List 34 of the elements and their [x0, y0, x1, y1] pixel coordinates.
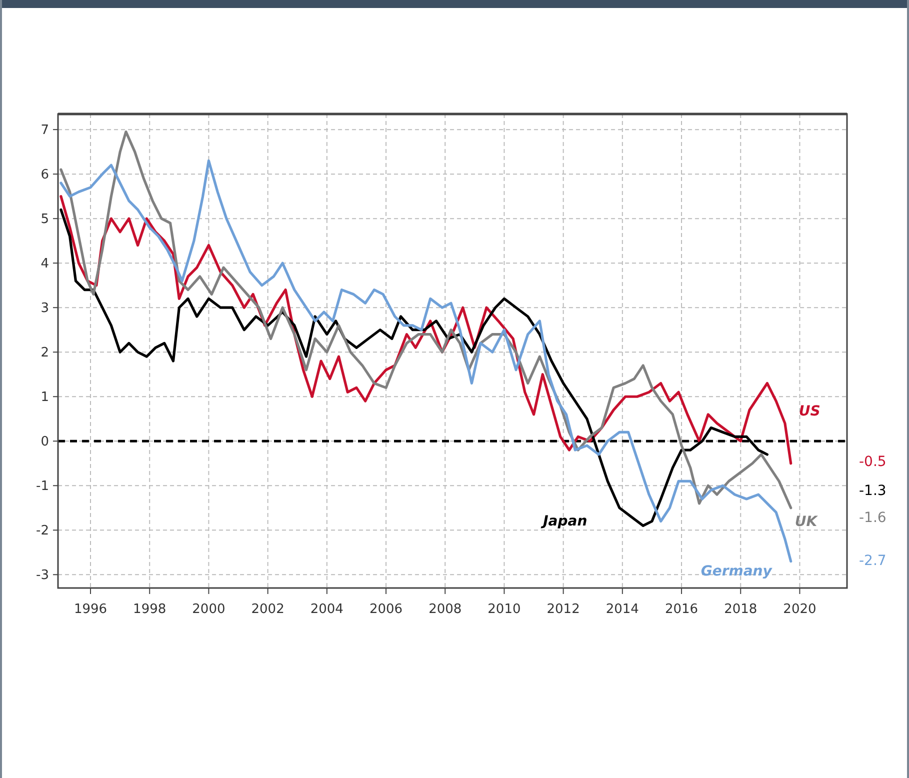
series-label: Germany [700, 563, 773, 580]
text: -2.7 [859, 552, 886, 569]
x-tick-label: 2020 [783, 602, 816, 617]
y-tick-label: 0 [40, 434, 49, 450]
x-tick-label: 2004 [310, 602, 344, 617]
x-tick-label: 2016 [664, 602, 698, 617]
x-tick-label: 2006 [369, 602, 403, 617]
x-tick-label: 1998 [133, 602, 166, 617]
x-tick-label: 1996 [74, 602, 108, 617]
y-tick-label: 1 [40, 390, 49, 406]
x-tick-label: 2010 [488, 602, 521, 617]
y-tick-label: 4 [40, 256, 49, 272]
x-tick-label: 2012 [546, 602, 580, 617]
x-tick-label: 2014 [606, 602, 639, 617]
x-tick-label: 2008 [428, 602, 462, 617]
text: -1.3 [859, 482, 886, 499]
series-label: UK [794, 514, 818, 530]
x-tick-label: 2000 [192, 602, 226, 617]
x-tick-label: 2018 [724, 602, 758, 617]
y-tick-label: 6 [40, 168, 49, 183]
y-tick-label: -2 [36, 524, 49, 539]
y-tick-label: -3 [36, 568, 49, 584]
text: Japan [540, 514, 588, 530]
y-tick-label: 3 [40, 301, 49, 316]
line-series [60, 159, 792, 563]
text: -1.6 [859, 510, 886, 526]
y-tick-label: -1 [36, 479, 49, 494]
line-series [60, 130, 792, 510]
y-tick-label: 7 [40, 123, 49, 138]
y-tick-label: 5 [40, 212, 49, 228]
y-tick-label: 2 [40, 346, 49, 361]
text: -0.5 [859, 454, 886, 470]
x-tick-label: 2002 [251, 602, 284, 617]
series-label: US [798, 403, 820, 420]
